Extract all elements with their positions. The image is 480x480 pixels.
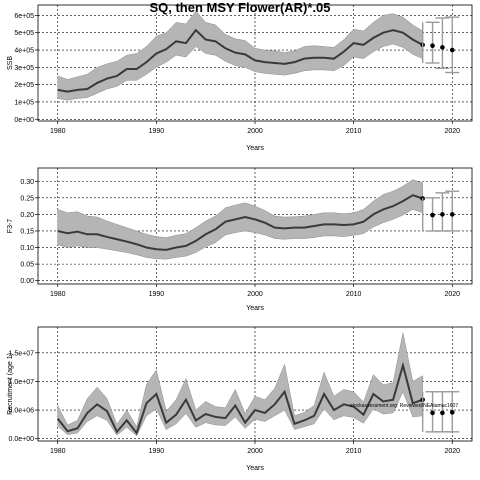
projection-point <box>449 212 455 217</box>
y-tick-label: 0.0e+00 <box>9 436 35 443</box>
projection-point <box>430 43 435 48</box>
median-line <box>57 194 424 251</box>
y-tick-label: 2e+05 <box>14 82 34 89</box>
panel-fishing-mortality: 1980 1990 2000 2010 2020 0.00 0.05 0.10 0.15 0.20… <box>7 167 473 312</box>
y-tick-label: 0.00 <box>20 278 34 285</box>
x-tick-label: 2000 <box>247 128 263 135</box>
y-tick-label: 3e+05 <box>14 65 34 72</box>
y-tick-label: 0e+00 <box>14 117 34 124</box>
projection-point <box>430 410 435 416</box>
y-tick-label: 0.30 <box>20 179 34 186</box>
x-tick-label: 2020 <box>444 291 460 298</box>
y-tick-label: 1.0e+07 <box>9 379 35 386</box>
figure-title: SQ, then MSY Flower(AR)*.05 <box>149 0 330 15</box>
y-tick-label: 5e+05 <box>14 30 34 37</box>
x-tick-label: 1980 <box>50 291 66 298</box>
projection-point <box>449 47 455 53</box>
y-tick-label: 0.25 <box>20 195 34 202</box>
projection-point <box>449 410 455 415</box>
x-tick-label: 2000 <box>247 291 263 298</box>
projection-point <box>430 212 435 218</box>
projection-point <box>440 45 445 50</box>
x-axis-label: Years <box>246 145 264 152</box>
x-tick-label: 2020 <box>444 448 460 455</box>
y-tick-label: 0.15 <box>20 228 34 235</box>
panel-ssb: 1980 1990 2000 2010 2020 0e+00 1e+05 2e+05 3e+05… <box>7 4 473 152</box>
y-axis-label: SSB <box>7 56 14 70</box>
y-tick-label: 1.5e+07 <box>9 350 35 357</box>
x-tick-label: 2010 <box>346 128 362 135</box>
x-axis-label: Years <box>246 305 264 312</box>
panel-recruitment: 1980 1990 2000 2010 2020 0.0e+00 5.0e+06 1.0e+0… <box>7 326 473 472</box>
source-annotation: stockassessment.org: Reviewed/NEAtamac16… <box>350 403 458 409</box>
y-tick-label: 6e+05 <box>14 13 34 20</box>
y-axis-label: F3-7 <box>7 219 14 234</box>
y-tick-label: 0.10 <box>20 245 34 252</box>
x-tick-label: 1990 <box>149 291 165 298</box>
y-tick-label: 0.20 <box>20 212 34 219</box>
y-tick-label: 0.05 <box>20 262 34 269</box>
y-tick-label: 5.0e+06 <box>9 408 35 415</box>
y-tick-label: 1e+05 <box>14 99 34 106</box>
median-line <box>56 361 424 436</box>
x-tick-label: 1980 <box>50 128 66 135</box>
x-tick-label: 1990 <box>149 448 165 455</box>
x-tick-label: 2010 <box>346 448 362 455</box>
median-line <box>57 28 424 93</box>
x-tick-label: 1980 <box>50 448 66 455</box>
x-tick-label: 2000 <box>247 448 263 455</box>
x-tick-label: 2010 <box>346 291 362 298</box>
projection-point <box>440 410 445 416</box>
x-axis-label: Years <box>246 465 264 472</box>
confidence-band <box>57 10 423 101</box>
x-tick-label: 2020 <box>444 128 460 135</box>
projection-point <box>440 212 445 217</box>
y-axis-label: Recruitment (age 1) <box>7 353 14 415</box>
y-tick-label: 4e+05 <box>14 48 34 55</box>
x-tick-label: 1990 <box>149 128 165 135</box>
